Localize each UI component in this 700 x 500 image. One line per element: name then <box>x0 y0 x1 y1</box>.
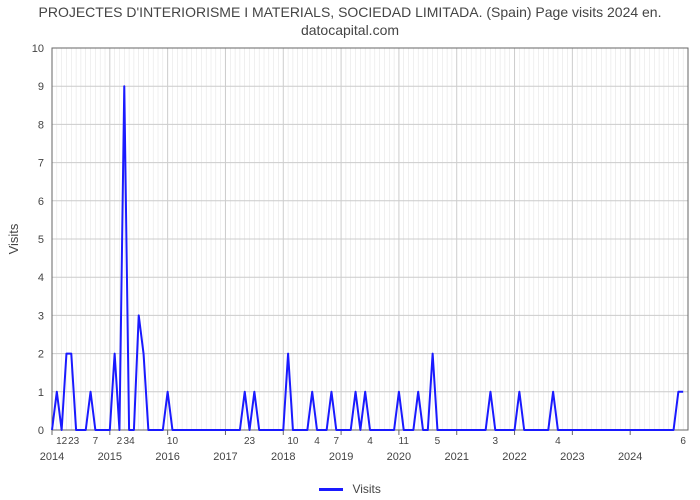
svg-text:23: 23 <box>68 436 80 447</box>
svg-text:4: 4 <box>314 436 320 447</box>
svg-text:12: 12 <box>56 436 68 447</box>
svg-text:34: 34 <box>124 436 136 447</box>
svg-text:9: 9 <box>38 81 44 93</box>
svg-text:2014: 2014 <box>40 451 64 463</box>
svg-text:10: 10 <box>287 436 299 447</box>
svg-text:3: 3 <box>492 436 498 447</box>
svg-text:2016: 2016 <box>155 451 179 463</box>
svg-text:2021: 2021 <box>444 451 468 463</box>
svg-text:2024: 2024 <box>618 451 642 463</box>
svg-text:4: 4 <box>367 436 373 447</box>
chart-legend: Visits <box>0 482 700 496</box>
svg-text:2: 2 <box>38 349 44 361</box>
svg-text:7: 7 <box>38 158 44 170</box>
svg-text:5: 5 <box>435 436 441 447</box>
svg-text:1: 1 <box>38 387 44 399</box>
svg-text:2022: 2022 <box>502 451 526 463</box>
svg-text:2017: 2017 <box>213 451 237 463</box>
svg-text:10: 10 <box>32 43 44 55</box>
svg-text:11: 11 <box>399 436 410 447</box>
svg-text:8: 8 <box>38 119 44 131</box>
svg-text:23: 23 <box>244 436 256 447</box>
svg-text:6: 6 <box>38 196 44 208</box>
svg-text:5: 5 <box>38 234 44 246</box>
svg-text:3: 3 <box>38 310 44 322</box>
svg-text:Visits: Visits <box>6 223 21 254</box>
svg-text:2: 2 <box>117 436 123 447</box>
legend-label: Visits <box>352 482 380 496</box>
svg-text:2015: 2015 <box>98 451 122 463</box>
svg-text:2019: 2019 <box>329 451 353 463</box>
svg-text:2023: 2023 <box>560 451 584 463</box>
svg-text:10: 10 <box>167 436 179 447</box>
svg-text:7: 7 <box>333 436 339 447</box>
svg-text:6: 6 <box>680 436 686 447</box>
svg-text:2020: 2020 <box>387 451 411 463</box>
svg-text:2018: 2018 <box>271 451 295 463</box>
svg-text:4: 4 <box>555 436 561 447</box>
chart-canvas: 0123456789102014201520162017201820192020… <box>0 0 700 500</box>
svg-text:0: 0 <box>38 425 44 437</box>
svg-text:7: 7 <box>93 436 99 447</box>
chart-title: PROJECTES D'INTERIORISME I MATERIALS, SO… <box>0 4 700 39</box>
svg-text:4: 4 <box>38 272 44 284</box>
legend-swatch <box>319 488 343 491</box>
